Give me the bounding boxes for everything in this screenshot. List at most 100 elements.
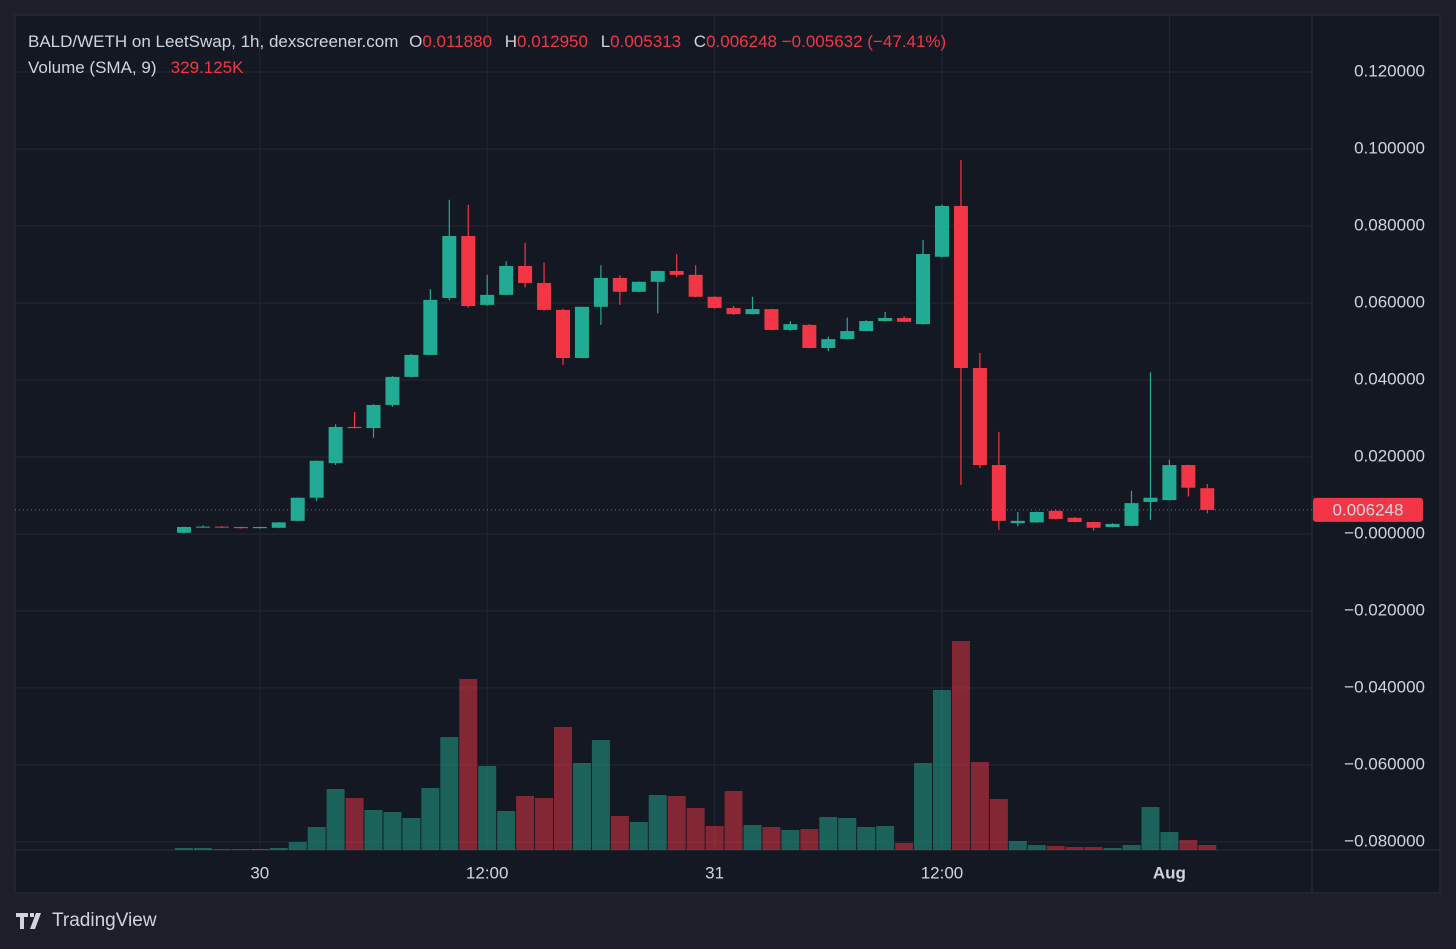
volume-bar bbox=[326, 789, 345, 850]
candle-body bbox=[385, 376, 400, 405]
volume-bar bbox=[1141, 807, 1160, 850]
chart-panel bbox=[14, 14, 1441, 894]
brand-name: TradingView bbox=[52, 910, 157, 931]
volume-bar bbox=[1027, 845, 1046, 850]
volume-bar bbox=[1008, 841, 1027, 850]
volume-bar bbox=[743, 825, 762, 850]
candle-body bbox=[423, 299, 438, 355]
y-tick-label: 0.120000 bbox=[1354, 61, 1425, 80]
candle-body bbox=[1029, 511, 1044, 523]
volume-bar bbox=[175, 848, 193, 850]
volume-bar bbox=[800, 829, 819, 850]
volume-bar bbox=[345, 798, 364, 850]
candle-body bbox=[1048, 510, 1063, 519]
y-tick-label: −0.060000 bbox=[1344, 754, 1425, 773]
volume-bar bbox=[648, 795, 667, 850]
volume-bar bbox=[895, 843, 914, 850]
volume-bar bbox=[288, 842, 307, 850]
volume-bar bbox=[762, 827, 781, 850]
volume-bar bbox=[970, 762, 989, 850]
legend: BALD/WETH on LeetSwap, 1h, dexscreener.c… bbox=[28, 29, 946, 81]
candle-body bbox=[840, 331, 855, 340]
volume-bar bbox=[951, 641, 970, 850]
candle-body bbox=[991, 465, 1006, 521]
candle-body bbox=[593, 277, 608, 307]
candle-body bbox=[612, 277, 627, 292]
candle-body bbox=[233, 527, 248, 529]
volume-bar bbox=[193, 848, 212, 850]
volume-label: Volume (SMA, 9) bbox=[28, 58, 157, 77]
volume-bar bbox=[705, 826, 724, 850]
volume-bar bbox=[231, 849, 250, 850]
candle-body bbox=[574, 306, 589, 359]
candle-body bbox=[271, 522, 286, 528]
volume-bar bbox=[459, 679, 478, 850]
candle-body bbox=[935, 205, 949, 257]
volume-bar bbox=[516, 796, 535, 850]
ohlc-value: 0.012950 bbox=[517, 32, 588, 51]
change: −0.005632 (−47.41%) bbox=[781, 32, 947, 51]
ohlc-label: L bbox=[600, 32, 611, 51]
candle-body bbox=[366, 404, 381, 429]
y-tick-label: 0.040000 bbox=[1354, 369, 1425, 388]
candle-body bbox=[916, 254, 931, 325]
x-tick-label: 12:00 bbox=[921, 863, 964, 882]
candle-body bbox=[783, 324, 798, 330]
ohlc-label: O bbox=[409, 32, 423, 51]
last-price-label: 0.006248 bbox=[1333, 500, 1404, 519]
volume-bar bbox=[383, 812, 402, 850]
ohlc-value: 0.006248 bbox=[706, 32, 777, 51]
candle-body bbox=[764, 309, 779, 330]
volume-bar bbox=[497, 811, 516, 850]
volume-bar bbox=[250, 849, 269, 850]
volume-bar bbox=[610, 816, 629, 850]
candle-body bbox=[631, 281, 646, 292]
volume-bar bbox=[667, 796, 686, 850]
title: BALD/WETH on LeetSwap, 1h, dexscreener.c… bbox=[28, 32, 399, 51]
legend-row: BALD/WETH on LeetSwap, 1h, dexscreener.c… bbox=[28, 29, 946, 55]
y-tick-label: 0.060000 bbox=[1354, 292, 1425, 311]
candle-body bbox=[878, 317, 893, 322]
candle-body bbox=[518, 266, 533, 283]
candle-body bbox=[972, 368, 987, 466]
volume-bar bbox=[857, 827, 876, 850]
ohlc-label: C bbox=[693, 32, 707, 51]
x-tick-label: 31 bbox=[705, 863, 724, 882]
candle-body bbox=[1067, 517, 1082, 523]
candle-body bbox=[328, 426, 343, 464]
volume-bar bbox=[1084, 847, 1103, 850]
ohlc-value: 0.005313 bbox=[610, 32, 682, 51]
y-tick-label: −0.000000 bbox=[1344, 523, 1425, 542]
legend-row: Volume (SMA, 9) 329.125K bbox=[28, 55, 946, 81]
volume-bar bbox=[554, 727, 572, 850]
volume-bar bbox=[686, 808, 705, 850]
candle-body bbox=[953, 205, 968, 369]
y-tick-label: −0.080000 bbox=[1344, 831, 1425, 850]
volume-bar bbox=[1160, 832, 1179, 850]
y-tick-label: −0.040000 bbox=[1344, 677, 1425, 696]
volume-pane bbox=[175, 641, 1217, 850]
candle-body bbox=[309, 460, 324, 498]
volume-bar bbox=[269, 848, 288, 850]
volume-bar bbox=[629, 822, 648, 850]
candle-body bbox=[669, 271, 684, 275]
volume-bar bbox=[1179, 840, 1198, 850]
candle-body bbox=[802, 324, 817, 348]
candle-body bbox=[650, 271, 665, 282]
volume-bar bbox=[1198, 845, 1217, 850]
candle-body bbox=[177, 527, 191, 533]
candle-body bbox=[1200, 488, 1215, 510]
candle-body bbox=[499, 266, 514, 295]
y-tick-label: 0.020000 bbox=[1354, 446, 1425, 465]
volume-bar bbox=[1103, 848, 1122, 850]
x-tick-label: Aug bbox=[1153, 863, 1186, 882]
volume-bar bbox=[535, 798, 554, 850]
candle-body bbox=[1162, 465, 1177, 501]
volume-bar bbox=[724, 791, 743, 850]
candle-body bbox=[1143, 497, 1158, 502]
candle-body bbox=[1086, 522, 1101, 528]
y-tick-label: 0.100000 bbox=[1354, 138, 1425, 157]
candle-body bbox=[745, 309, 760, 315]
volume-bar bbox=[402, 818, 421, 850]
